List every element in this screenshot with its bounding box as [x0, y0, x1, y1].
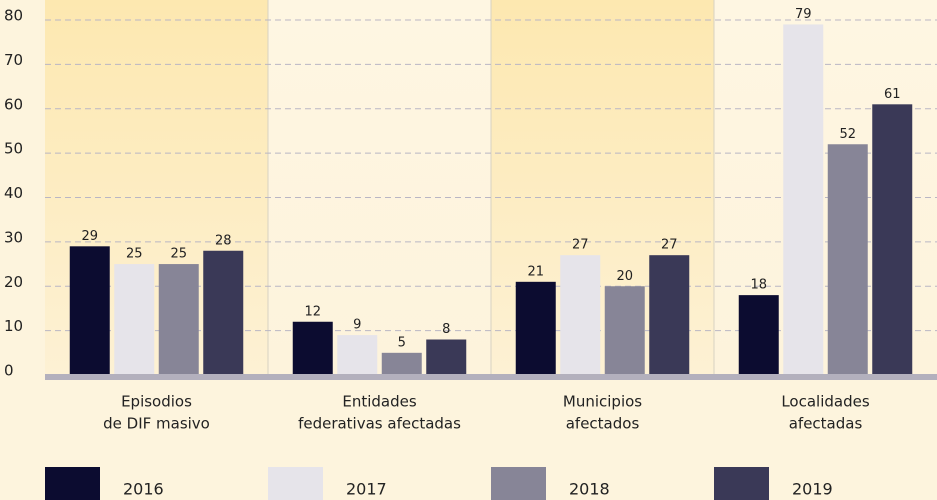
bar: [114, 264, 155, 375]
value-label: 5: [398, 335, 406, 350]
y-tick-label: 80: [4, 7, 23, 25]
value-label: 27: [661, 238, 678, 253]
bar: [604, 286, 645, 375]
y-tick-label: 0: [4, 362, 14, 380]
value-label: 18: [750, 278, 767, 293]
y-tick-label: 10: [4, 317, 23, 335]
bar: [560, 255, 601, 375]
value-label: 61: [884, 87, 901, 102]
bar: [292, 321, 333, 375]
legend-swatch: [268, 467, 323, 500]
bar: [381, 352, 422, 375]
y-tick-label: 50: [4, 140, 23, 158]
bar: [872, 104, 913, 375]
y-tick-label: 30: [4, 228, 23, 246]
bar: [426, 339, 467, 375]
value-label: 9: [353, 318, 361, 333]
bar: [649, 255, 690, 375]
x-tick-label: Episodios: [121, 393, 192, 411]
baseline: [45, 374, 937, 380]
legend-label: 2019: [792, 480, 833, 499]
y-tick-label: 70: [4, 51, 23, 69]
bar: [783, 24, 824, 375]
value-label: 25: [170, 247, 187, 262]
bar: [337, 335, 378, 375]
legend-label: 2016: [123, 480, 164, 499]
legend-swatch: [491, 467, 546, 500]
value-label: 79: [795, 7, 812, 22]
value-label: 25: [126, 247, 143, 262]
x-tick-label: Entidades: [342, 393, 416, 411]
x-tick-label: de DIF masivo: [103, 415, 210, 433]
bar: [827, 144, 868, 375]
x-tick-label: Municipios: [563, 393, 642, 411]
bar: [515, 281, 556, 375]
y-tick-label: 60: [4, 95, 23, 113]
bar: [69, 246, 110, 375]
x-tick-label: Localidades: [781, 393, 870, 411]
y-tick-label: 40: [4, 184, 23, 202]
value-label: 21: [527, 264, 544, 279]
bar: [738, 295, 779, 375]
x-tick-label: afectadas: [789, 415, 863, 433]
legend-label: 2018: [569, 480, 610, 499]
value-label: 27: [572, 238, 589, 253]
x-tick-label: federativas afectadas: [298, 415, 461, 433]
legend-swatch: [45, 467, 100, 500]
x-tick-label: afectados: [566, 415, 640, 433]
value-label: 28: [215, 233, 232, 248]
bar: [203, 250, 244, 375]
bar: [158, 264, 199, 375]
value-label: 12: [304, 304, 321, 319]
value-label: 8: [442, 322, 450, 337]
legend-label: 2017: [346, 480, 387, 499]
legend-swatch: [714, 467, 769, 500]
value-label: 29: [81, 229, 98, 244]
value-label: 52: [839, 127, 856, 142]
y-tick-label: 20: [4, 273, 23, 291]
value-label: 20: [616, 269, 633, 284]
panel: [268, 0, 491, 375]
